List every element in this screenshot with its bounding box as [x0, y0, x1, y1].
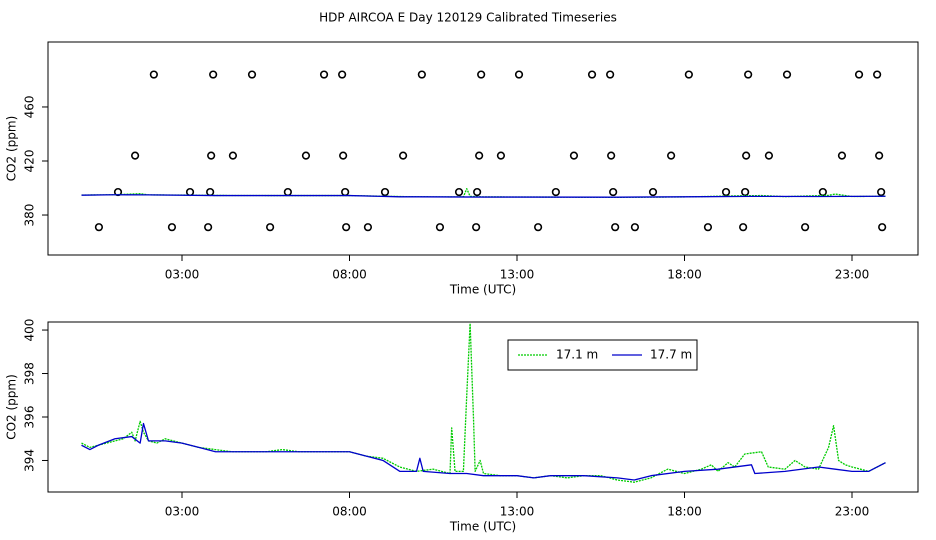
- x-tick-label: 13:00: [500, 268, 535, 282]
- point: [587, 70, 597, 79]
- point: [630, 223, 640, 232]
- point: [473, 187, 482, 197]
- point: [611, 223, 620, 232]
- legend-label: 17.7 m: [650, 348, 692, 362]
- point: [703, 223, 713, 232]
- point: [534, 223, 543, 232]
- point: [149, 70, 158, 79]
- point: [228, 151, 238, 160]
- point: [742, 151, 751, 160]
- point: [319, 70, 329, 79]
- point: [207, 151, 216, 160]
- x-axis-label: Time (UTC): [449, 520, 516, 534]
- point: [363, 223, 373, 232]
- y-tick-label: 420: [23, 150, 37, 173]
- point: [877, 187, 886, 197]
- point: [607, 151, 616, 160]
- plot-frame: [47, 41, 919, 256]
- point: [380, 187, 390, 197]
- point: [818, 187, 827, 197]
- point: [875, 151, 884, 160]
- point: [514, 70, 524, 79]
- point: [648, 187, 658, 197]
- point: [739, 223, 748, 232]
- point: [266, 223, 275, 232]
- y-axis-label: CO2 (ppm): [5, 374, 19, 440]
- point: [667, 151, 676, 160]
- point: [342, 223, 351, 232]
- y-tick-label: 380: [23, 204, 37, 227]
- point: [551, 187, 560, 197]
- point: [399, 151, 408, 160]
- point: [131, 151, 140, 160]
- x-tick-label: 23:00: [835, 505, 870, 519]
- point: [496, 151, 506, 160]
- x-tick-label: 13:00: [500, 505, 535, 519]
- x-tick-label: 23:00: [835, 268, 870, 282]
- point: [837, 151, 847, 160]
- point: [338, 70, 347, 79]
- y-tick-label: 396: [23, 406, 37, 429]
- y-tick-label: 400: [23, 319, 37, 342]
- point: [721, 187, 731, 197]
- point: [741, 187, 750, 197]
- x-tick-label: 03:00: [165, 268, 200, 282]
- point: [167, 223, 177, 232]
- y-tick-label: 460: [23, 96, 37, 119]
- point: [782, 70, 792, 79]
- point: [878, 223, 887, 232]
- x-tick-label: 08:00: [332, 505, 367, 519]
- x-tick-label: 18:00: [667, 268, 702, 282]
- y-tick-label: 394: [23, 449, 37, 472]
- point: [417, 70, 426, 79]
- point: [339, 151, 348, 160]
- point: [454, 187, 464, 197]
- point: [435, 223, 445, 232]
- point: [873, 70, 882, 79]
- point: [475, 151, 484, 160]
- page-title: HDP AIRCOA E Day 120129 Calibrated Times…: [319, 11, 617, 25]
- series-line: [81, 422, 886, 481]
- point: [204, 223, 213, 232]
- point: [801, 223, 810, 232]
- series-line: [81, 322, 886, 483]
- point: [854, 70, 864, 79]
- x-tick-label: 08:00: [332, 268, 367, 282]
- point: [744, 70, 753, 79]
- point: [606, 70, 615, 79]
- point: [477, 70, 486, 79]
- point: [684, 70, 693, 79]
- legend-label: 17.1 m: [556, 348, 598, 362]
- point: [301, 151, 311, 160]
- plot-frame: [47, 321, 919, 493]
- point: [209, 70, 218, 79]
- y-tick-label: 398: [23, 362, 37, 385]
- y-axis-label: CO2 (ppm): [5, 116, 19, 182]
- x-tick-label: 18:00: [667, 505, 702, 519]
- series-line: [81, 194, 886, 198]
- x-tick-label: 03:00: [165, 505, 200, 519]
- point: [609, 187, 618, 197]
- point: [94, 223, 104, 232]
- point: [569, 151, 579, 160]
- point: [472, 223, 481, 232]
- x-axis-label: Time (UTC): [449, 283, 516, 297]
- point: [764, 151, 774, 160]
- point: [247, 70, 257, 79]
